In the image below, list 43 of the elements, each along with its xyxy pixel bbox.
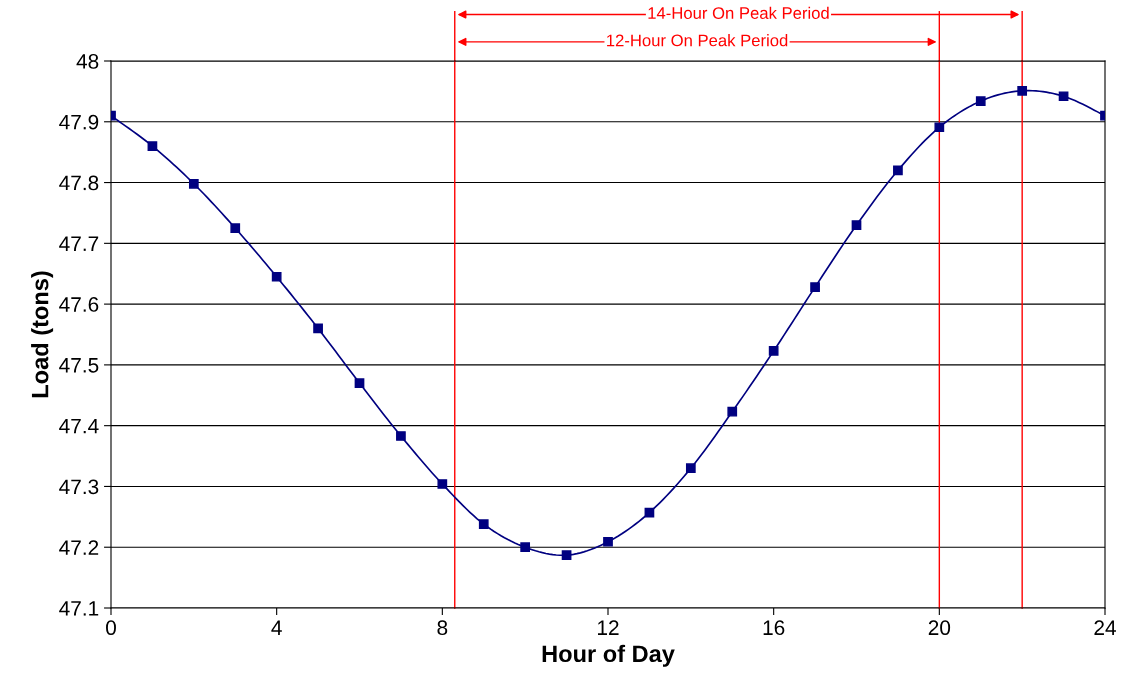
point <box>147 141 158 151</box>
x-tick-label: 16 <box>763 620 785 636</box>
point <box>851 220 862 230</box>
point <box>396 431 406 441</box>
point <box>271 271 282 282</box>
point <box>768 346 779 356</box>
x-tick-label: 8 <box>437 620 448 636</box>
x-tick-label: 0 <box>106 620 116 636</box>
point <box>520 542 531 553</box>
y-tick-label: 47.6 <box>59 297 99 312</box>
y-tick-label: 47.8 <box>59 175 99 191</box>
point <box>230 223 241 234</box>
text: 14-Hour On Peak Period <box>648 6 829 19</box>
point <box>478 519 489 529</box>
x-tick-label: 20 <box>928 620 951 636</box>
y-tick-label: 47.1 <box>59 601 99 616</box>
point <box>1058 91 1069 102</box>
point <box>188 178 199 189</box>
x-tick-label: 4 <box>271 620 282 635</box>
y-tick-label: 47.9 <box>59 114 99 130</box>
text: 12-Hour On Peak Period <box>607 34 788 47</box>
point <box>1017 85 1028 96</box>
x-axis-title: Hour of Day <box>542 644 675 667</box>
y-tick-label: 47.4 <box>59 418 99 434</box>
point <box>561 550 572 560</box>
y-tick-label: 48 <box>76 54 99 69</box>
y-tick-label: 47.5 <box>59 358 99 373</box>
point <box>313 323 323 334</box>
point <box>893 165 903 176</box>
point <box>727 406 738 417</box>
point <box>685 463 696 474</box>
point <box>975 96 986 106</box>
x-tick-label: 24 <box>1094 620 1116 635</box>
y-tick-label: 47.2 <box>59 540 99 555</box>
point <box>437 479 448 489</box>
point <box>603 536 613 547</box>
point <box>934 122 945 133</box>
point <box>354 378 365 388</box>
y-axis-title: Load (tons) <box>31 271 54 398</box>
x-tick-label: 12 <box>598 620 619 635</box>
y-tick-label: 47.7 <box>59 236 99 251</box>
point <box>810 282 820 292</box>
y-tick-label: 47.3 <box>59 479 99 495</box>
